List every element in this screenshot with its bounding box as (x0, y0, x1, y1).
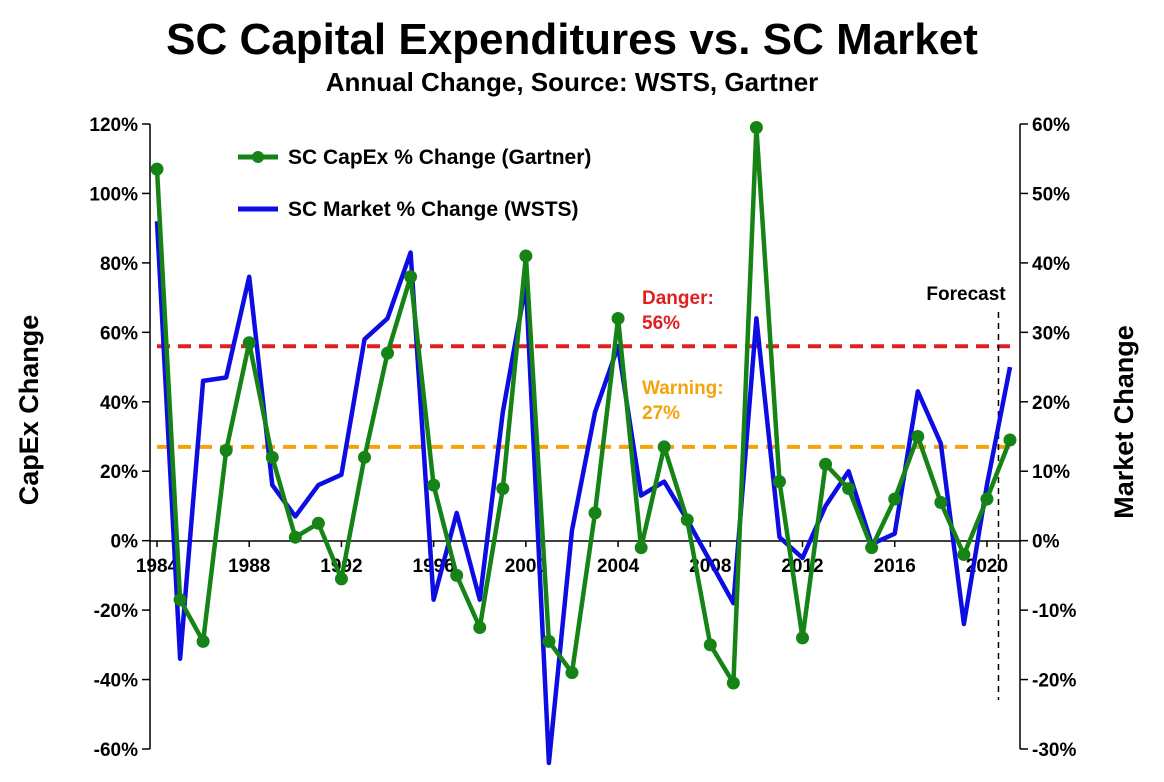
capex-series-line (154, 125, 1013, 686)
right-axis-title: Market Change (1109, 325, 1139, 519)
capex-point (196, 634, 210, 648)
capex-point (726, 676, 740, 690)
capex-point (865, 541, 879, 555)
x-tick-label: 1992 (320, 556, 362, 577)
capex-point (911, 430, 925, 443)
left-tick-label: -60% (94, 740, 138, 761)
capex-point (496, 482, 510, 496)
left-tick-label: 60% (100, 323, 138, 344)
capex-point (634, 541, 648, 555)
capex-point (381, 346, 395, 360)
capex-point (219, 443, 233, 457)
x-tick-label: 2000 (505, 556, 547, 577)
capex-point (888, 492, 902, 506)
right-tick-label: 0% (1032, 532, 1060, 553)
right-tick-label: 20% (1032, 393, 1070, 414)
capex-point (772, 475, 786, 489)
capex-point (1003, 433, 1017, 447)
left-tick-label: 120% (89, 115, 138, 136)
right-tick-label: 10% (1032, 462, 1070, 483)
right-tick-label: 40% (1032, 254, 1070, 275)
legend-capex-label: SC CapEx % Change (Gartner) (288, 146, 591, 169)
capex-point (934, 495, 948, 509)
left-tick-label: 40% (100, 393, 138, 414)
left-axis-title: CapEx Change (14, 315, 44, 506)
chart-title: SC Capital Expenditures vs. SC Market (166, 15, 978, 64)
capex-point (334, 572, 348, 586)
axes: 120% 100% 80% 60% 40% 20% 0% -20% -40% -60% 60% 50%… (89, 115, 1076, 761)
capex-point (288, 530, 302, 544)
right-tick-label: 50% (1032, 184, 1070, 205)
capex-point (542, 634, 556, 648)
capex-point (680, 513, 694, 527)
right-tick-label: -30% (1032, 740, 1076, 761)
capex-point (749, 120, 763, 134)
warning-value: 27% (642, 403, 680, 424)
legend: SC CapEx % Change (Gartner) SC Market % … (238, 146, 591, 221)
danger-value: 56% (642, 313, 680, 334)
danger-label: Danger: (642, 288, 714, 309)
series (150, 120, 1017, 766)
left-tick-label: 80% (100, 254, 138, 275)
right-tick-label: 60% (1032, 115, 1070, 136)
capex-point (588, 506, 602, 520)
market-series-line (154, 221, 1013, 766)
right-tick-label: -20% (1032, 671, 1076, 692)
warning-label: Warning: (642, 378, 724, 399)
x-tick-label: 2016 (874, 556, 916, 577)
x-tick-label: 2004 (597, 556, 640, 577)
capex-point (173, 593, 187, 607)
capex-point (242, 336, 256, 350)
right-tick-label: -10% (1032, 601, 1076, 622)
capex-point (427, 478, 441, 492)
capex-point (842, 482, 856, 496)
x-tick-label: 1984 (136, 556, 179, 577)
chart-subtitle: Annual Change, Source: WSTS, Gartner (326, 67, 819, 97)
capex-point (473, 620, 487, 634)
x-tick-label: 2008 (689, 556, 731, 577)
capex-point (611, 311, 625, 325)
left-tick-label: 0% (111, 532, 139, 553)
left-tick-label: 20% (100, 462, 138, 483)
capex-point (819, 457, 833, 471)
left-tick-label: -20% (94, 601, 138, 622)
capex-point (980, 492, 994, 506)
capex-point (357, 450, 371, 464)
capex-point (450, 568, 464, 582)
right-tick-label: 30% (1032, 323, 1070, 344)
left-tick-label: -40% (94, 671, 138, 692)
capex-point (519, 249, 533, 263)
capex-point (265, 450, 279, 464)
forecast-label: Forecast (926, 284, 1006, 305)
capex-point (404, 270, 418, 284)
capex-point (311, 516, 325, 530)
left-tick-label: 100% (89, 184, 138, 205)
capex-point (150, 162, 164, 176)
x-tick-label: 1988 (228, 556, 270, 577)
capex-point (796, 631, 810, 645)
legend-market-label: SC Market % Change (WSTS) (288, 198, 579, 221)
legend-capex-marker (252, 151, 264, 163)
capex-point (657, 440, 671, 454)
capex-point (565, 666, 579, 680)
annotations: Danger: 56% Warning: 27% Forecast (642, 284, 1006, 424)
capex-point (957, 548, 971, 562)
capex-point (703, 638, 717, 652)
